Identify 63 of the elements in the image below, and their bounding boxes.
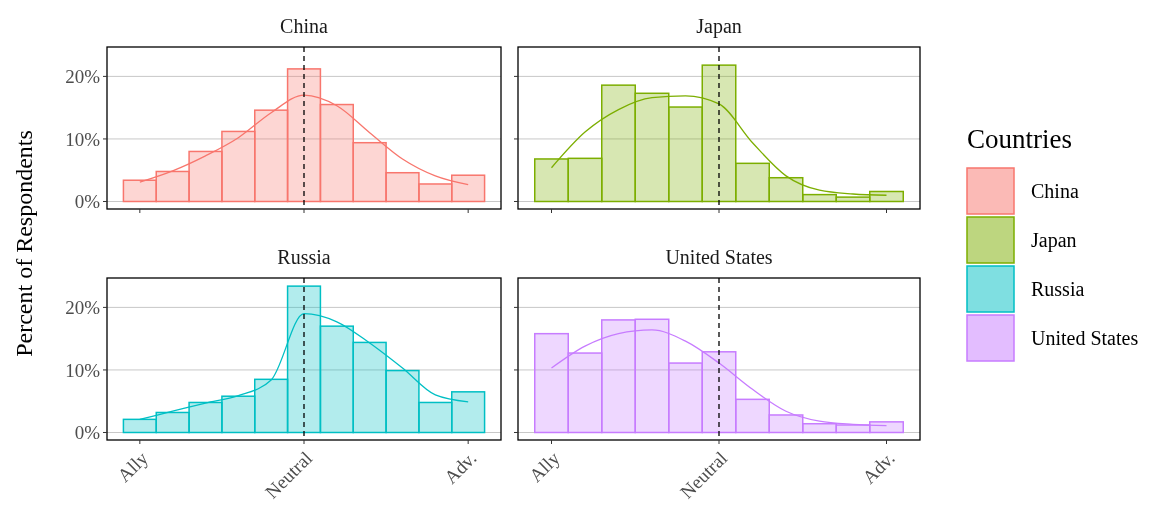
bar: [768, 176, 804, 203]
y-tick-label: 0%: [74, 191, 101, 213]
bar: [802, 422, 837, 434]
chart-title: Japan: [696, 15, 742, 38]
bar: [534, 332, 569, 434]
bar: [601, 319, 636, 434]
y-tick-label: 20%: [65, 297, 101, 319]
line-series: [139, 313, 469, 421]
bar: [567, 352, 603, 434]
bar: [385, 369, 420, 434]
bar: [254, 378, 289, 434]
legend-label: Japan: [1031, 229, 1077, 252]
bar: [254, 109, 289, 203]
y-tick-label: 0%: [74, 422, 101, 444]
legend-label: China: [1031, 180, 1079, 202]
bar: [668, 362, 703, 434]
bar: [601, 84, 636, 203]
y-tick-label: 10%: [65, 128, 101, 150]
bar: [286, 68, 322, 203]
bar: [735, 398, 770, 434]
legend-title: Countries: [967, 124, 1072, 154]
bar: [221, 130, 256, 203]
x-tick-label: Adv.: [439, 447, 481, 488]
x-tick-label: Ally: [113, 447, 153, 487]
chart-title: China: [280, 15, 329, 37]
bar: [122, 179, 157, 203]
x-tick-label: Ally: [525, 447, 565, 487]
bar: [567, 157, 603, 203]
bar: [352, 341, 387, 434]
bar: [122, 418, 157, 434]
bar: [221, 395, 256, 434]
y-tick-label: 20%: [65, 66, 101, 88]
bar: [188, 401, 223, 434]
bar: [735, 162, 770, 203]
bar: [451, 174, 486, 203]
bar: [418, 401, 453, 434]
bar: [634, 318, 670, 434]
legend-label: United States: [1031, 327, 1139, 349]
bar: [869, 421, 904, 434]
bar: [668, 106, 703, 203]
x-tick-label: Adv.: [858, 447, 899, 488]
chart-title: Russia: [277, 246, 331, 268]
bar: [319, 103, 354, 203]
legend-label: Russia: [1031, 278, 1085, 300]
chart-title: United States: [665, 246, 773, 268]
bar: [319, 325, 354, 434]
bar: [701, 64, 737, 203]
bar: [418, 183, 453, 203]
bar: [701, 351, 737, 434]
y-axis-title: Percent of Respondents: [11, 130, 37, 357]
bar: [352, 141, 387, 203]
bar: [155, 170, 190, 203]
bar: [634, 92, 670, 203]
bar: [451, 391, 486, 434]
bar: [802, 193, 837, 203]
bar: [385, 171, 420, 203]
bar: [835, 196, 871, 203]
y-tick-label: 10%: [65, 359, 101, 381]
line-series: [139, 94, 469, 186]
bar: [768, 414, 804, 434]
bar: [188, 150, 223, 203]
bar: [286, 285, 322, 434]
bar: [534, 158, 569, 203]
